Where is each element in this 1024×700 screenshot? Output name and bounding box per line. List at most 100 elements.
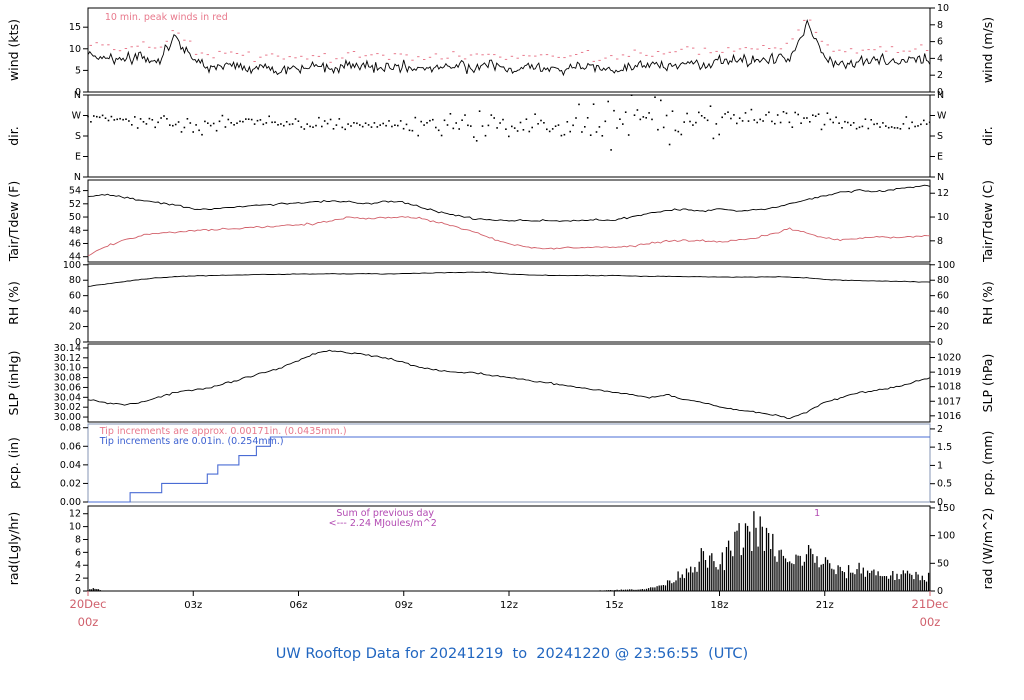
axis-label-right-rad: rad (W/m^2) xyxy=(980,508,995,590)
ytick-label-right-rad: 50 xyxy=(937,558,949,569)
ytick-label-right-slp: 1017 xyxy=(937,396,961,407)
date-label: 21Dec xyxy=(912,597,949,611)
ytick-label-left-rad: 6 xyxy=(75,547,81,558)
ytick-label-right-dir: N xyxy=(937,90,944,101)
axis-label-left-slp: SLP (inHg) xyxy=(6,351,21,416)
ytick-label-left-dir: N xyxy=(74,172,81,183)
annotation-rad: Sum of previous day xyxy=(336,508,434,519)
panel-rh xyxy=(87,263,931,343)
ytick-label-left-slp: 30.06 xyxy=(54,382,81,393)
ytick-label-right-slp: 1018 xyxy=(937,382,961,393)
ytick-label-right-pcp: 0 xyxy=(937,497,943,508)
date-label: 00z xyxy=(920,615,941,629)
ytick-label-left-rad: 8 xyxy=(75,534,81,545)
ytick-label-left-temp: 50 xyxy=(69,212,81,223)
ytick-label-right-slp: 1019 xyxy=(937,367,961,378)
x-tick-label: 06z xyxy=(290,600,308,611)
annotation-rad: 1 xyxy=(814,508,820,519)
ytick-label-left-temp: 44 xyxy=(69,252,81,263)
ytick-label-right-rad: 0 xyxy=(937,586,943,597)
annotation-wind: 10 min. peak winds in red xyxy=(105,12,228,23)
panel-wind xyxy=(87,7,931,93)
axis-label-right-slp: SLP (hPa) xyxy=(980,354,995,413)
panel-rad xyxy=(87,505,931,592)
ytick-label-right-dir: W xyxy=(937,111,947,122)
panel-slp xyxy=(87,343,931,423)
series-solar-radiation xyxy=(589,511,930,591)
x-tick-label: 21z xyxy=(816,600,834,611)
ytick-label-left-temp: 52 xyxy=(69,199,81,210)
ytick-label-right-pcp: 0.5 xyxy=(937,479,952,490)
ytick-label-right-pcp: 1 xyxy=(937,460,943,471)
series-relative-humidity xyxy=(87,271,931,287)
ytick-label-right-rh: 0 xyxy=(937,337,943,348)
ytick-label-left-slp: 30.02 xyxy=(54,402,81,413)
ytick-label-right-rad: 150 xyxy=(937,503,955,514)
ytick-label-left-rad: 10 xyxy=(69,522,81,533)
ytick-label-right-wind: 8 xyxy=(937,20,943,31)
ytick-label-left-pcp: 0.08 xyxy=(60,423,81,434)
axis-label-right-pcp: pcp. (mm) xyxy=(980,431,995,496)
ytick-label-left-dir: S xyxy=(75,131,81,142)
x-tick-label: 09z xyxy=(395,600,413,611)
ytick-label-left-dir: E xyxy=(75,152,81,163)
series-accumulated-precip xyxy=(88,436,930,503)
ytick-label-right-dir: N xyxy=(937,172,944,183)
panel-pcp xyxy=(87,423,931,503)
series-tair-f xyxy=(87,184,931,222)
ytick-label-left-rad: 4 xyxy=(75,560,81,571)
ytick-label-left-slp: 30.14 xyxy=(54,343,81,354)
ytick-label-right-wind: 0 xyxy=(937,87,943,98)
ytick-label-left-temp: 48 xyxy=(69,225,81,236)
ytick-label-left-slp: 30.08 xyxy=(54,373,81,384)
ytick-label-left-dir: N xyxy=(74,90,81,101)
ytick-label-right-wind: 2 xyxy=(937,70,943,81)
annotation-rad: <--- 2.24 MJoules/m^2 xyxy=(329,518,437,529)
ytick-label-left-rh: 0 xyxy=(75,337,81,348)
axis-label-left-dir: dir. xyxy=(6,126,21,145)
ytick-label-left-rh: 20 xyxy=(69,322,81,333)
chart-title: UW Rooftop Data for 20241219 to 20241220… xyxy=(275,646,749,662)
ytick-label-right-wind: 6 xyxy=(937,37,943,48)
ytick-label-left-rad: 0 xyxy=(75,586,81,597)
ytick-label-right-rad: 100 xyxy=(937,531,955,542)
ytick-label-right-rh: 80 xyxy=(937,275,949,286)
ytick-label-left-rh: 80 xyxy=(69,275,81,286)
series-10min-peak-wind xyxy=(89,19,929,63)
series-solar-radiation-early-blip xyxy=(87,588,101,591)
ytick-label-right-wind: 4 xyxy=(937,53,943,64)
x-tick-label: 18z xyxy=(711,600,729,611)
ytick-label-left-pcp: 0.06 xyxy=(60,441,81,452)
ytick-label-right-dir: S xyxy=(937,131,943,142)
ytick-label-right-rh: 40 xyxy=(937,306,949,317)
ytick-label-left-rad: 12 xyxy=(69,509,81,520)
axis-label-right-dir: dir. xyxy=(980,126,995,145)
ytick-label-left-wind: 0 xyxy=(75,87,81,98)
ytick-label-left-slp: 30.00 xyxy=(54,412,81,423)
ytick-label-left-pcp: 0.02 xyxy=(60,478,81,489)
ytick-label-right-dir: E xyxy=(937,152,943,163)
ytick-label-right-rh: 100 xyxy=(937,260,955,271)
ytick-label-right-rh: 20 xyxy=(937,322,949,333)
ytick-label-right-slp: 1016 xyxy=(937,411,961,422)
axis-label-left-rad: rad(Lgly/hr) xyxy=(6,512,21,586)
axis-label-left-wind: wind (kts) xyxy=(6,19,21,81)
series-mean-wind-kts xyxy=(87,18,931,77)
ytick-label-right-slp: 1020 xyxy=(937,353,961,364)
series-tdew-f xyxy=(87,216,931,257)
ytick-label-left-slp: 30.04 xyxy=(54,392,81,403)
ytick-label-left-wind: 15 xyxy=(69,22,81,33)
ytick-label-left-pcp: 0.00 xyxy=(60,497,81,508)
ytick-label-left-temp: 46 xyxy=(69,238,81,249)
ytick-label-right-temp: 8 xyxy=(937,236,943,247)
ytick-label-left-wind: 10 xyxy=(69,44,81,55)
date-label: 20Dec xyxy=(70,597,107,611)
axis-label-right-rh: RH (%) xyxy=(980,281,995,325)
series-sea-level-pressure xyxy=(87,349,931,420)
ytick-label-left-rh: 40 xyxy=(69,306,81,317)
ytick-label-left-rad: 2 xyxy=(75,573,81,584)
annotation-pcp: Tip increments are 0.01in. (0.254mm.) xyxy=(99,436,284,447)
ytick-label-left-slp: 30.12 xyxy=(54,353,81,364)
